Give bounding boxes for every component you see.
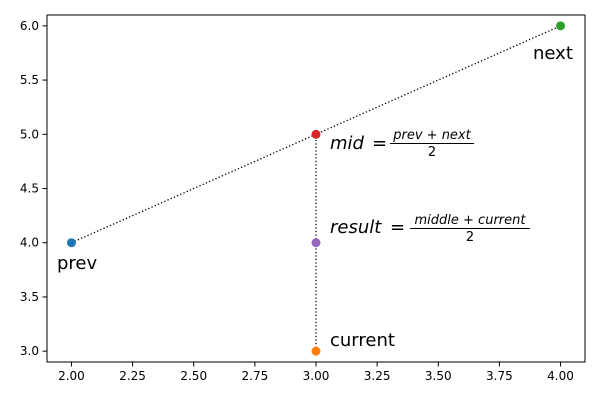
x-tick-label: 3.75 <box>486 369 513 383</box>
y-tick-label: 5.0 <box>20 127 39 141</box>
plot-background <box>47 15 585 362</box>
annotation-result-lhs: result <box>330 217 382 238</box>
annotation-mid-eq: = <box>372 133 387 154</box>
annotation-result-eq: = <box>390 217 405 238</box>
x-tick-label: 2.00 <box>58 369 85 383</box>
y-axis: 3.0 3.5 4.0 4.5 5.0 5.5 6.0 <box>20 19 47 358</box>
point-label-prev: prev <box>57 253 98 274</box>
y-tick-label: 3.5 <box>20 290 39 304</box>
x-axis: 2.00 2.25 2.50 2.75 3.00 3.25 3.50 3.75 4.00 <box>58 362 574 383</box>
annotation-mid-lhs: mid <box>330 133 365 154</box>
y-tick-label: 6.0 <box>20 19 39 33</box>
annotation-mid-numerator: prev + next <box>392 128 471 143</box>
annotation-result: result = middle + current 2 <box>330 213 530 245</box>
y-tick-label: 3.0 <box>20 344 39 358</box>
point-prev <box>66 238 76 248</box>
point-current <box>311 346 321 356</box>
points-layer <box>66 21 566 356</box>
y-tick-label: 4.5 <box>20 182 39 196</box>
point-label-current: current <box>330 330 395 351</box>
x-tick-label: 3.50 <box>425 369 452 383</box>
x-tick-label: 2.25 <box>119 369 146 383</box>
annotation-mid: mid = prev + next 2 <box>330 128 474 160</box>
x-tick-label: 4.00 <box>547 369 574 383</box>
axes-layer: 2.00 2.25 2.50 2.75 3.00 3.25 3.50 3.75 4.00 3.0… <box>20 14 586 383</box>
x-tick-label: 2.75 <box>242 369 269 383</box>
x-tick-label: 2.50 <box>180 369 207 383</box>
lines-layer <box>71 25 561 352</box>
point-mid <box>311 129 321 139</box>
y-tick-label: 4.0 <box>20 236 39 250</box>
annotation-result-numerator: middle + current <box>415 213 527 228</box>
point-label-next: next <box>533 43 573 64</box>
x-tick-label: 3.25 <box>364 369 391 383</box>
point-result <box>311 238 321 248</box>
y-tick-label: 5.5 <box>20 73 39 87</box>
x-tick-label: 3.00 <box>303 369 330 383</box>
labels-layer: prev next current mid = prev + next 2 re… <box>57 43 573 351</box>
annotation-mid-denominator: 2 <box>428 145 436 160</box>
annotation-result-denominator: 2 <box>466 230 474 245</box>
point-next <box>556 21 566 31</box>
